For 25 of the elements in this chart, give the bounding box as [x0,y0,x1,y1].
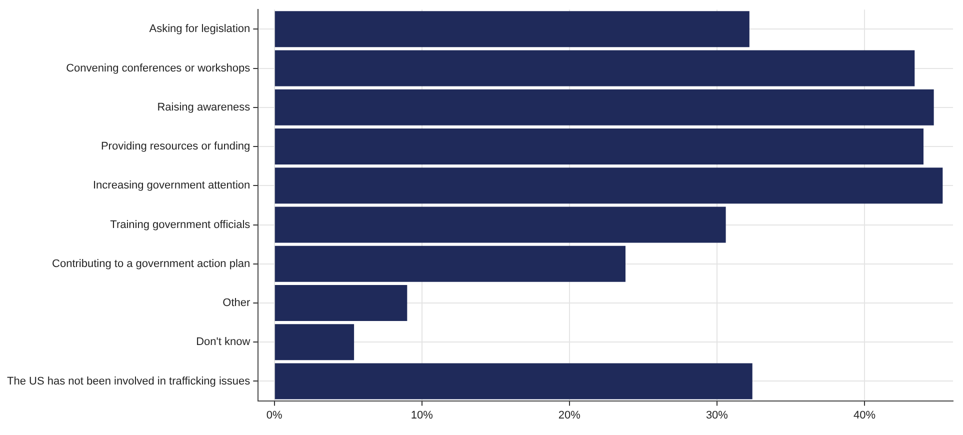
bar [274,246,626,282]
x-tick-label: 40% [853,409,876,422]
bar [274,89,934,126]
y-tick-label: Convening conferences or workshops [66,62,251,74]
y-tick-label: Increasing government attention [93,180,250,192]
bar [274,324,354,360]
bar [274,11,750,48]
bar [274,50,915,86]
x-tick-label: 30% [706,409,728,422]
y-tick-label: Training government officials [110,218,251,231]
y-tick-label: Providing resources or funding [100,140,250,153]
bar [274,168,943,204]
y-tick-label: Contributing to a government action plan [52,258,250,270]
x-tick-label: 20% [558,409,581,422]
y-tick-label: Other [222,297,250,310]
x-tick-label: 0% [266,409,283,422]
y-tick-label: The US has not been involved in trafficking issues [7,375,251,388]
y-tick-label: Asking for legislation [149,23,250,36]
y-tick-label: Don't know [196,336,250,348]
y-tick-label: Raising awareness [157,101,251,114]
bar [274,128,924,165]
bar [274,206,726,243]
x-tick-label: 10% [410,409,434,422]
bar [274,285,408,321]
bar [274,363,752,400]
